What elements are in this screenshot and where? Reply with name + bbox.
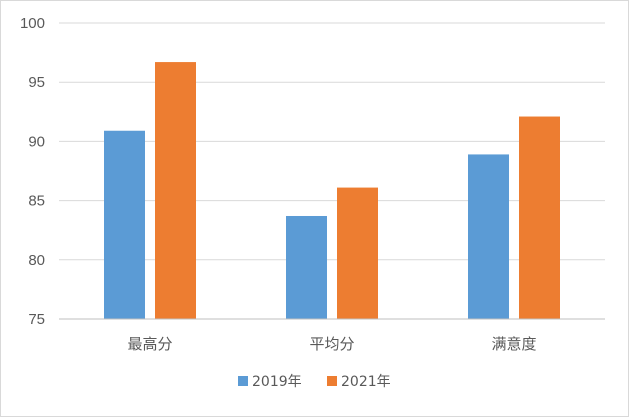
- bar-series-2-1: [337, 187, 378, 319]
- bar-series-2-0: [155, 62, 196, 320]
- y-tick-label: 100: [20, 15, 45, 32]
- bars: [104, 62, 560, 320]
- legend: 2019年 2021年: [238, 374, 391, 390]
- legend-label-1: 2019年: [252, 374, 302, 390]
- x-category-label: 满意度: [491, 335, 536, 353]
- bar-series-1-1: [286, 215, 327, 319]
- y-tick-label: 85: [28, 193, 45, 210]
- x-category-label: 最高分: [127, 335, 172, 353]
- bar-series-1-2: [468, 154, 509, 319]
- x-axis-category-labels: 最高分 平均分 满意度: [127, 335, 536, 353]
- y-tick-label: 90: [28, 133, 45, 150]
- bar-series-1-0: [104, 130, 145, 319]
- bar-series-2-2: [519, 116, 560, 319]
- gridlines: [59, 22, 605, 261]
- y-tick-label: 80: [28, 252, 45, 269]
- x-category-label: 平均分: [309, 335, 354, 353]
- legend-swatch-2: [327, 376, 337, 386]
- legend-label-2: 2021年: [341, 374, 391, 390]
- y-tick-label: 95: [28, 74, 45, 91]
- legend-swatch-1: [238, 376, 248, 386]
- y-tick-label: 75: [28, 311, 45, 328]
- y-axis-tick-labels: 75 80 85 90 95 100: [20, 15, 45, 328]
